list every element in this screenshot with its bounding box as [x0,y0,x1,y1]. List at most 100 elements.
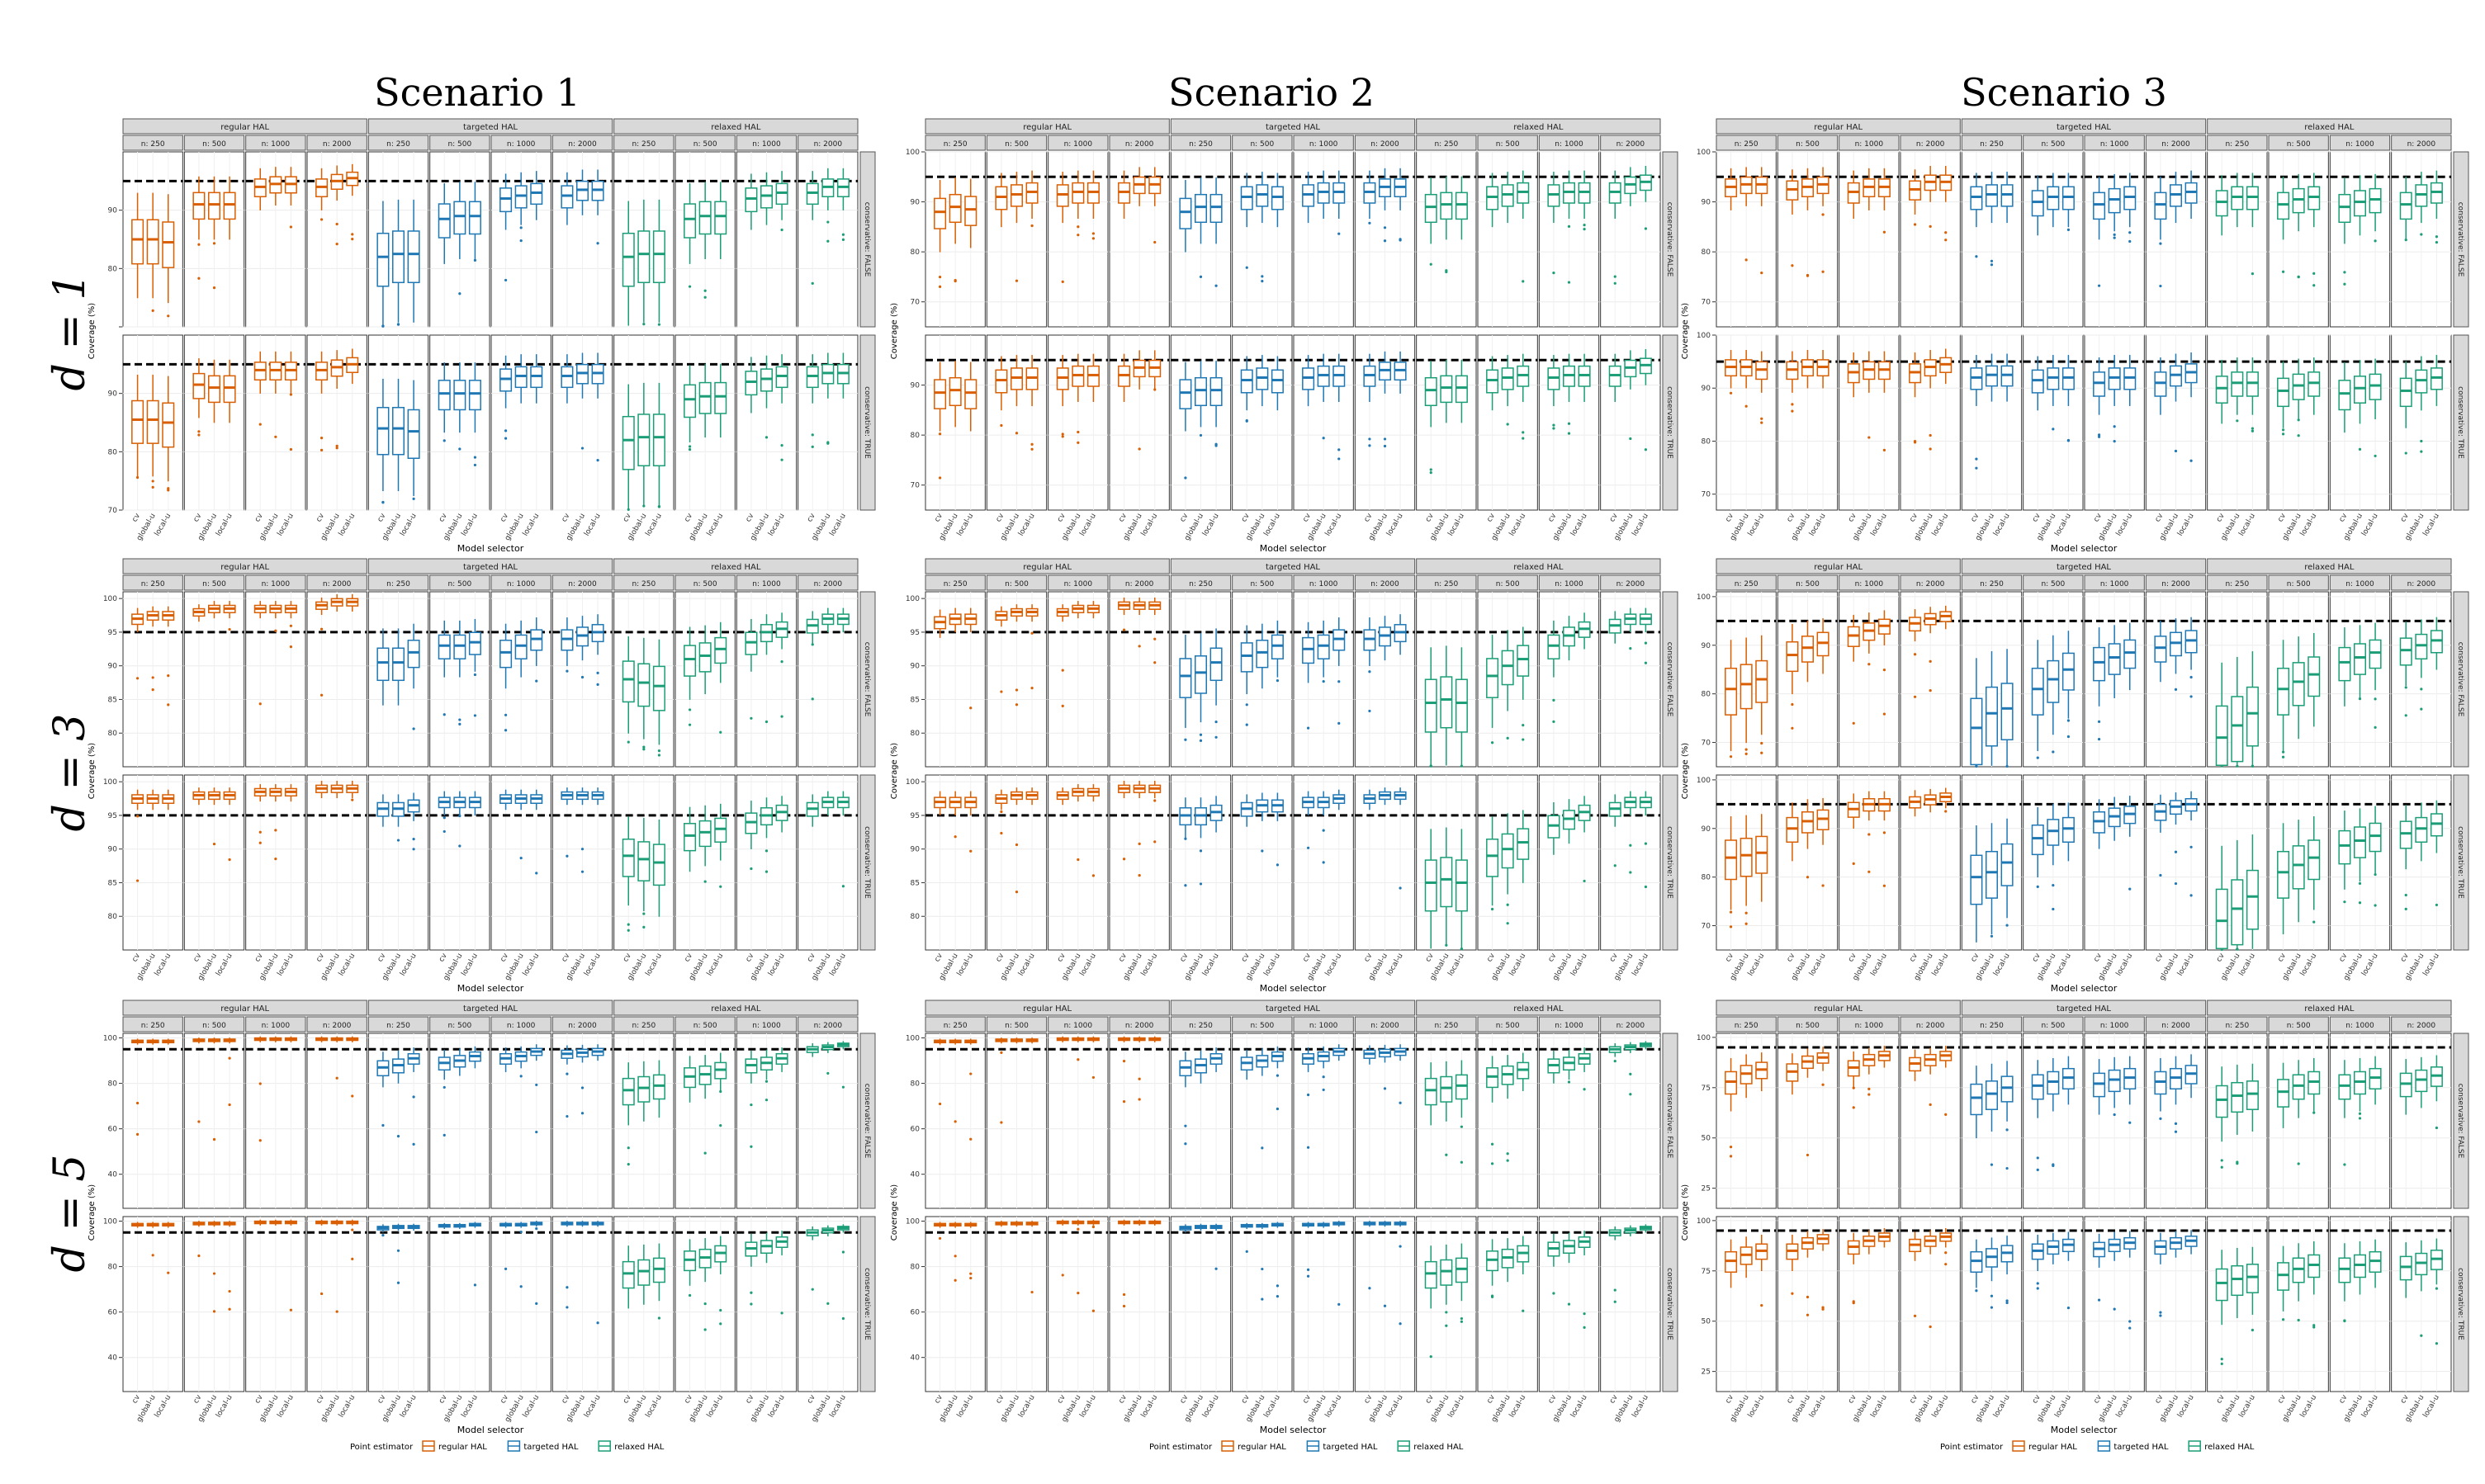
box [949,378,961,406]
outlier-point [2420,440,2422,442]
x-tick-label: cv [745,952,756,963]
x-tick-label: cv [622,512,633,523]
outlier-point [1323,1089,1325,1091]
x-tick-label: cv [1970,952,1981,963]
outlier-point [474,1283,476,1286]
outlier-point [1491,1143,1493,1146]
outlier-point [826,1072,829,1075]
box [949,195,961,223]
sample-size-label: n: 2000 [1616,1022,1645,1030]
outlier-point [1445,1154,1447,1156]
outlier-point [642,926,645,929]
box [1241,643,1252,672]
y-tick-label: 90 [911,382,921,390]
outlier-point [581,676,584,678]
x-axis-title: Model selector [2051,543,2118,554]
x-tick-label: cv [2399,952,2411,963]
sample-size-label: n: 250 [632,1022,656,1030]
box [2355,644,2366,674]
box [654,414,665,466]
panel-2: conservative: TRUE708090cvglobal-ulocal-… [108,335,875,554]
outlier-point [1276,1075,1279,1077]
outlier-point [2405,714,2407,716]
outlier-point [1337,457,1340,460]
box [1425,679,1437,732]
box [654,231,665,282]
outlier-point [1337,722,1340,725]
x-tick-label: cv [253,512,265,523]
outlier-point [2282,271,2284,273]
outlier-point [1507,737,1509,740]
y-tick-label: 95 [108,812,117,820]
sample-size-label: n: 1000 [2345,580,2374,588]
outlier-point [458,844,461,847]
x-tick-label: cv [2215,952,2227,963]
outlier-point [1568,432,1570,435]
sample-size-label: n: 2000 [1916,580,1945,588]
box [1180,380,1191,409]
x-tick-label: cv [130,1393,142,1405]
outlier-point [1430,263,1432,266]
outlier-point [642,745,645,748]
outlier-point [2067,229,2070,231]
sample-size-label: n: 500 [447,580,471,588]
estimator-strip-label: regular HAL [1023,1004,1072,1014]
y-tick-label: 80 [1702,248,1711,257]
sample-size-label: n: 1000 [1555,580,1583,588]
outlier-point [1583,228,1585,230]
x-tick-label: cv [2276,952,2288,963]
y-axis-title: Coverage (%) [88,743,97,799]
outlier-point [1123,858,1125,860]
outlier-point [750,1146,752,1148]
sample-size-label: n: 250 [1735,580,1758,588]
y-tick-label: 80 [108,1264,118,1272]
outlier-point [1491,741,1493,744]
box [1548,635,1560,659]
outlier-point [1200,740,1202,742]
outlier-point [566,855,568,858]
sample-size-label: n: 250 [1189,1022,1213,1030]
x-tick-label: cv [2276,512,2288,523]
box [2124,187,2136,209]
y-tick-label: 85 [911,696,920,704]
box [393,408,405,455]
outlier-point [826,441,829,443]
x-tick-label: cv [1424,512,1436,523]
x-tick-label: cv [192,1393,204,1405]
box [684,824,696,851]
box [2400,638,2412,665]
outlier-point [152,1254,154,1256]
outlier-point [704,1302,707,1305]
outlier-point [259,1082,262,1085]
sample-size-label: n: 1000 [1855,140,1884,149]
outlier-point [750,1104,752,1106]
sample-size-label: n: 1000 [262,1022,291,1030]
outlier-point [2343,283,2345,286]
outlier-point [704,296,707,299]
box [638,1077,650,1103]
outlier-point [2189,676,2192,678]
estimator-strip-label: relaxed HAL [2304,123,2355,132]
y-tick-label: 80 [911,248,921,257]
outlier-point [520,1075,523,1077]
box [1725,840,1737,879]
y-tick-label: 90 [1702,825,1711,834]
sample-size-label: n: 1000 [507,140,536,149]
outlier-point [2405,908,2407,910]
estimator-strip-label: regular HAL [1023,123,1072,132]
box [2278,852,2289,898]
sample-size-label: n: 2000 [1616,140,1645,149]
outlier-point [1745,749,1748,751]
x-tick-label: cv [253,1393,265,1405]
box [965,196,977,225]
outlier-point [1184,476,1186,479]
outlier-point [1307,727,1309,730]
box [638,231,650,282]
outlier-point [1568,1080,1570,1083]
outlier-point [1399,238,1401,240]
outlier-point [213,286,215,289]
box [622,661,634,702]
outlier-point [381,501,384,503]
sample-size-label: n: 500 [1250,140,1274,149]
